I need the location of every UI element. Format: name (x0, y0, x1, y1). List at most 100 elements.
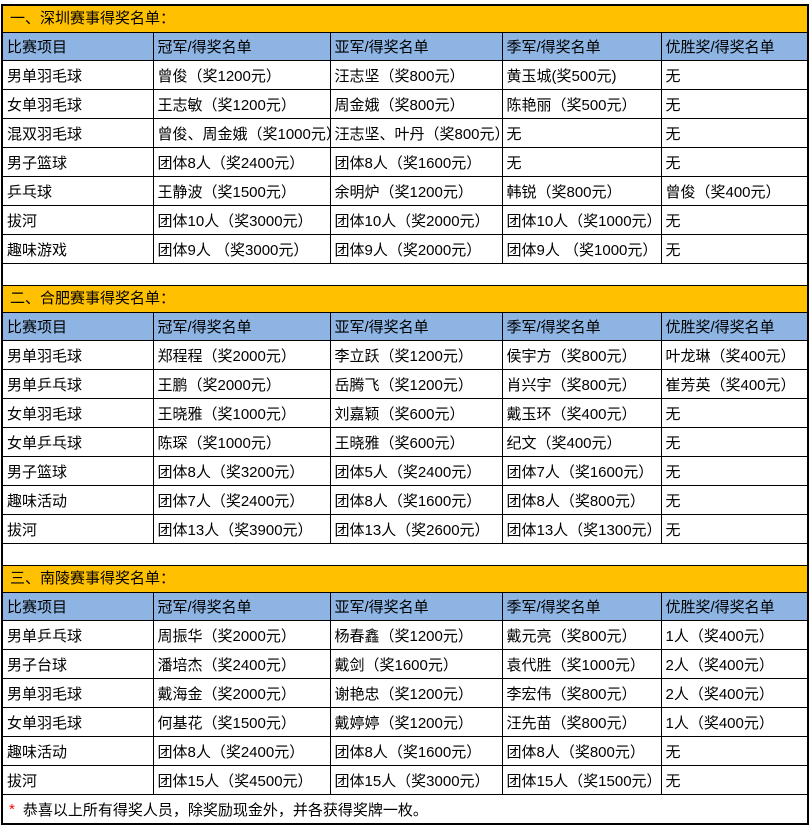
winner-cell: 王晓雅（奖1000元） (152, 398, 331, 428)
column-header: 优胜奖/得奖名单 (660, 313, 807, 341)
table-row: 女单乒乓球 陈琛（奖1000元） 王晓雅（奖600元） 纪文（奖400元）无 (3, 427, 807, 457)
winner-cell: 王鹏（奖2000元） (152, 369, 331, 399)
winner-cell: 无 (660, 234, 807, 264)
winner-cell: 团体13人（奖2600元） (329, 514, 503, 544)
event-name-cell: 乒乓球 (3, 176, 154, 206)
section-nanling: 三、南陵赛事得奖名单： 比赛项目 冠军/得奖名单 亚军/得奖名单 季军/得奖名单 优胜奖… (3, 566, 807, 795)
event-name-cell: 男子篮球 (3, 147, 154, 177)
table-row: 女单羽毛球 王志敏（奖1200元） 周金娥（奖800元） 陈艳丽（奖500元）无 (3, 89, 807, 119)
winner-cell: 戴剑（奖1600元） (329, 649, 503, 679)
header-row: 比赛项目 冠军/得奖名单 亚军/得奖名单 季军/得奖名单 优胜奖/得奖名单 (3, 33, 807, 61)
winner-cell: 团体8人（奖1600元） (329, 736, 503, 766)
header-row: 比赛项目 冠军/得奖名单 亚军/得奖名单 季军/得奖名单 优胜奖/得奖名单 (3, 313, 807, 341)
table-row: 男子台球 潘培杰（奖2400元） 戴剑（奖1600元） 袁代胜（奖1000元） 2人（奖… (3, 649, 807, 679)
winner-cell: 团体13人（奖1300元） (501, 514, 662, 544)
winner-cell: 团体7人（奖2400元） (152, 485, 331, 515)
event-name-cell: 拔河 (3, 765, 154, 795)
winner-cell: 袁代胜（奖1000元） (501, 649, 662, 679)
table-body: 男单羽毛球 郑程程（奖2000元） 李立跃（奖1200元） 侯宇方（奖800元） 叶龙琳… (3, 340, 807, 544)
winner-cell: 崔芳英（奖400元） (660, 369, 807, 399)
event-name-cell: 女单乒乓球 (3, 427, 154, 457)
section-title-shenzhen: 一、深圳赛事得奖名单： (3, 6, 807, 33)
winner-cell: 李宏伟（奖800元） (501, 678, 662, 708)
column-header: 优胜奖/得奖名单 (660, 593, 807, 621)
winner-cell: 何基花（奖1500元） (152, 707, 331, 737)
winner-cell: 肖兴宇（奖800元） (501, 369, 662, 399)
table-row: 拔河 团体10人（奖3000元） 团体10人（奖2000元） 团体10人（奖1000元… (3, 205, 807, 235)
winner-cell: 无 (660, 514, 807, 544)
header-row: 比赛项目 冠军/得奖名单 亚军/得奖名单 季军/得奖名单 优胜奖/得奖名单 (3, 593, 807, 621)
winner-cell: 侯宇方（奖800元） (501, 340, 662, 370)
winner-cell: 团体8人（奖800元） (501, 485, 662, 515)
winner-cell: 曾俊（奖1200元） (152, 60, 331, 90)
winner-cell: 无 (660, 765, 807, 795)
winner-cell: 团体5人（奖2400元） (329, 456, 503, 486)
column-header: 冠军/得奖名单 (152, 313, 331, 341)
winner-cell: 周金娥（奖800元） (329, 89, 503, 119)
winner-cell: 无 (660, 205, 807, 235)
winner-cell: 团体8人（奖1600元） (329, 147, 503, 177)
event-name-cell: 女单羽毛球 (3, 398, 154, 428)
event-name-cell: 男子台球 (3, 649, 154, 679)
winner-cell: 团体13人（奖3900元） (152, 514, 331, 544)
event-name-cell: 男子篮球 (3, 456, 154, 486)
event-name-cell: 男单乒乓球 (3, 620, 154, 650)
table-spacer (3, 544, 807, 566)
winner-cell: 韩锐（奖800元） (501, 176, 662, 206)
winner-cell: 岳腾飞（奖1200元） (329, 369, 503, 399)
event-name-cell: 趣味活动 (3, 485, 154, 515)
event-name-cell: 女单羽毛球 (3, 707, 154, 737)
winner-cell: 王静波（奖1500元） (152, 176, 331, 206)
winner-cell: 戴元亮（奖800元） (501, 620, 662, 650)
table-row: 女单羽毛球 何基花（奖1500元） 戴婷婷（奖1200元） 汪先苗（奖800元） 1人（… (3, 707, 807, 737)
winner-cell: 王晓雅（奖600元） (329, 427, 503, 457)
event-name-cell: 男单羽毛球 (3, 678, 154, 708)
winner-cell: 无 (660, 427, 807, 457)
winner-cell: 无 (660, 398, 807, 428)
event-name-cell: 拔河 (3, 205, 154, 235)
winner-cell: 戴婷婷（奖1200元） (329, 707, 503, 737)
winner-cell: 无 (501, 118, 662, 148)
table-spacer (3, 264, 807, 286)
event-name-cell: 男单乒乓球 (3, 369, 154, 399)
winner-cell: 团体15人（奖3000元） (329, 765, 503, 795)
event-name-cell: 男单羽毛球 (3, 340, 154, 370)
winner-cell: 陈琛（奖1000元） (152, 427, 331, 457)
winner-cell: 郑程程（奖2000元） (152, 340, 331, 370)
winner-cell: 团体8人（奖2400元） (152, 736, 331, 766)
winner-cell: 杨春鑫（奖1200元） (329, 620, 503, 650)
winner-cell: 曾俊、周金娥（奖1000元） (152, 118, 331, 148)
table-row: 男单羽毛球 戴海金（奖2000元） 谢艳忠（奖1200元） 李宏伟（奖800元） 2人（… (3, 678, 807, 708)
section-title-hefei: 二、合肥赛事得奖名单： (3, 286, 807, 313)
footer-text: 恭喜以上所有得奖人员，除奖励现金外，并各获得奖牌一枚。 (22, 801, 428, 819)
column-header: 季军/得奖名单 (501, 313, 662, 341)
winner-cell: 刘嘉颖（奖600元） (329, 398, 503, 428)
column-header: 季军/得奖名单 (501, 33, 662, 61)
winner-cell: 无 (501, 147, 662, 177)
table-row: 混双羽毛球 曾俊、周金娥（奖1000元） 汪志坚、叶丹（奖800元）无无 (3, 118, 807, 148)
winner-cell: 周振华（奖2000元） (152, 620, 331, 650)
table-row: 男单羽毛球 郑程程（奖2000元） 李立跃（奖1200元） 侯宇方（奖800元） 叶龙琳… (3, 340, 807, 370)
event-name-cell: 拔河 (3, 514, 154, 544)
winner-cell: 团体8人（奖800元） (501, 736, 662, 766)
table-row: 趣味游戏 团体9人 （奖3000元） 团体9人（奖2000元） 团体9人 （奖1000… (3, 234, 807, 264)
event-name-cell: 趣味游戏 (3, 234, 154, 264)
winner-cell: 李立跃（奖1200元） (329, 340, 503, 370)
table-row: 男单乒乓球 王鹏（奖2000元） 岳腾飞（奖1200元） 肖兴宇（奖800元） 崔芳英（… (3, 369, 807, 399)
winner-cell: 1人（奖400元） (660, 620, 807, 650)
table-body: 男单羽毛球 曾俊（奖1200元） 汪志坚（奖800元） 黄玉城(奖500元) 无女单羽毛… (3, 60, 807, 264)
column-header: 冠军/得奖名单 (152, 593, 331, 621)
winner-cell: 潘培杰（奖2400元） (152, 649, 331, 679)
winner-cell: 纪文（奖400元） (501, 427, 662, 457)
table-row: 男单乒乓球 周振华（奖2000元） 杨春鑫（奖1200元） 戴元亮（奖800元） 1人（… (3, 620, 807, 650)
winner-cell: 无 (660, 89, 807, 119)
table-row: 女单羽毛球 王晓雅（奖1000元） 刘嘉颖（奖600元） 戴玉环（奖400元）无 (3, 398, 807, 428)
section-hefei: 二、合肥赛事得奖名单： 比赛项目 冠军/得奖名单 亚军/得奖名单 季军/得奖名单 优胜奖… (3, 286, 807, 544)
winner-cell: 团体9人 （奖3000元） (152, 234, 331, 264)
award-table-hefei: 比赛项目 冠军/得奖名单 亚军/得奖名单 季军/得奖名单 优胜奖/得奖名单 男单羽毛球郑… (3, 313, 807, 544)
table-row: 趣味活动 团体7人（奖2400元） 团体8人（奖1600元） 团体8人（奖800元）无 (3, 485, 807, 515)
award-table-nanling: 比赛项目 冠军/得奖名单 亚军/得奖名单 季军/得奖名单 优胜奖/得奖名单 男单乒乓球周… (3, 593, 807, 795)
winner-cell: 团体10人（奖2000元） (329, 205, 503, 235)
table-header: 比赛项目 冠军/得奖名单 亚军/得奖名单 季军/得奖名单 优胜奖/得奖名单 (3, 313, 807, 341)
